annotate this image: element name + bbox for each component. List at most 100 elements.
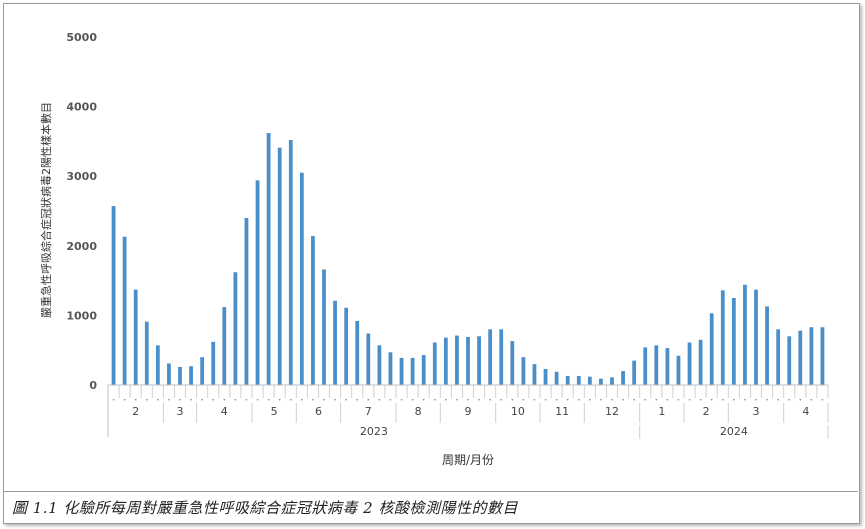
month-label: 12	[605, 405, 619, 418]
week-dot	[134, 399, 137, 401]
week-dot	[367, 399, 370, 401]
week-dot	[589, 399, 591, 401]
month-label: 1	[658, 405, 665, 418]
figure-caption: 圖 1.1 化驗所每周對嚴重急性呼吸綜合症冠狀病毒 2 核酸檢測陽性的數目	[12, 499, 518, 517]
week-dot	[434, 399, 436, 401]
week-dot	[821, 399, 824, 401]
week-dot	[511, 399, 514, 401]
bar	[599, 378, 603, 385]
month-label: 4	[221, 405, 228, 418]
bar	[189, 366, 193, 385]
week-dot	[290, 399, 292, 401]
week-dot	[677, 399, 680, 401]
bar	[155, 345, 160, 385]
bar	[200, 357, 205, 385]
bar	[122, 236, 127, 385]
week-dot	[777, 399, 779, 401]
week-dot	[533, 399, 536, 401]
week-dot	[389, 399, 392, 401]
month-label: 9	[465, 405, 472, 418]
y-tick-label: 3000	[66, 170, 97, 183]
bar	[632, 360, 637, 385]
bar	[466, 336, 470, 385]
bar	[754, 289, 758, 385]
week-dot	[445, 399, 447, 401]
bar	[743, 284, 747, 385]
bar	[543, 368, 548, 385]
x-axis-label: 周期/月份	[442, 453, 494, 467]
bar	[510, 341, 515, 385]
bar	[621, 371, 625, 385]
bar	[443, 337, 448, 385]
week-dot	[456, 399, 458, 401]
week-dot	[600, 399, 602, 401]
week-dot	[234, 399, 237, 401]
bar	[709, 313, 714, 385]
week-dot	[522, 399, 525, 401]
bar	[144, 321, 149, 385]
week-dot	[755, 399, 757, 401]
bar	[255, 180, 260, 385]
bar	[399, 357, 404, 385]
bar	[167, 363, 171, 385]
week-dot	[478, 399, 480, 401]
week-dot	[190, 399, 192, 401]
year-label: 2023	[360, 425, 388, 438]
bar	[455, 335, 459, 385]
week-dot	[788, 399, 790, 401]
bar	[787, 336, 792, 385]
bar	[133, 289, 138, 385]
bar	[565, 375, 570, 385]
bar	[654, 345, 659, 385]
year-label: 2024	[720, 425, 748, 438]
bar	[676, 355, 681, 385]
week-dot	[766, 399, 768, 401]
y-tick-label: 5000	[66, 31, 97, 44]
week-dot	[301, 399, 303, 401]
bar	[643, 347, 648, 385]
month-label: 5	[271, 405, 278, 418]
week-dot	[666, 399, 669, 401]
month-label: 3	[177, 405, 184, 418]
week-dot	[146, 399, 148, 401]
month-label: 11	[555, 405, 569, 418]
week-dot	[688, 399, 691, 401]
bar	[809, 327, 814, 385]
week-dot	[212, 399, 214, 401]
bar	[222, 307, 227, 385]
bar	[421, 355, 426, 385]
bar	[377, 345, 382, 385]
bar	[477, 336, 481, 385]
bar	[687, 342, 692, 385]
bar	[521, 357, 526, 385]
bar	[410, 357, 415, 385]
bar	[355, 320, 360, 385]
bar	[388, 352, 393, 385]
bar	[698, 339, 703, 385]
month-label: 4	[802, 405, 809, 418]
chart-frame	[3, 3, 860, 524]
week-dot	[411, 399, 414, 401]
week-dot	[633, 399, 635, 401]
y-axis: 0 1000 2000 3000 4000 5000	[66, 31, 97, 392]
y-tick-label: 2000	[66, 240, 97, 253]
week-dot	[312, 399, 314, 401]
week-dot	[744, 399, 746, 401]
month-label: 2	[703, 405, 710, 418]
week-dot	[489, 399, 491, 401]
week-dot	[201, 399, 203, 401]
bar	[299, 172, 304, 385]
month-label: 3	[753, 405, 760, 418]
month-label: 7	[365, 405, 372, 418]
week-dot	[722, 399, 724, 401]
bar	[333, 300, 337, 385]
week-dot	[278, 399, 281, 401]
week-dot	[810, 399, 813, 401]
week-dot	[622, 399, 624, 401]
bar	[532, 364, 537, 385]
week-dot	[123, 399, 126, 401]
week-dot	[566, 399, 569, 401]
bar	[720, 290, 725, 385]
